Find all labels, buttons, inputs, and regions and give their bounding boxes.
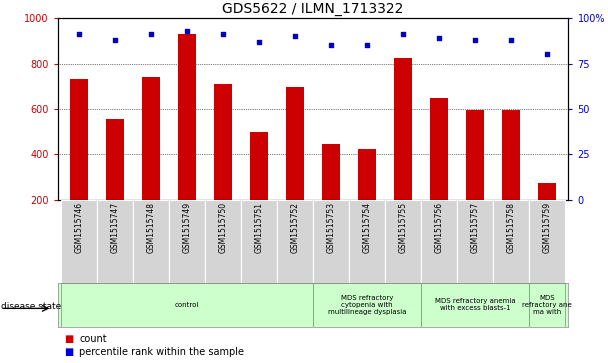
Bar [241, 200, 277, 283]
Bar [349, 200, 385, 283]
Text: disease state: disease state [1, 302, 61, 311]
Bar [493, 200, 529, 283]
Text: GSM1515746: GSM1515746 [75, 202, 84, 253]
Bar [529, 283, 565, 327]
Text: GSM1515754: GSM1515754 [362, 202, 371, 253]
Bar [394, 58, 412, 245]
Text: MDS refractory
cytopenia with
multilineage dysplasia: MDS refractory cytopenia with multilinea… [328, 295, 406, 315]
Text: MDS
refractory ane
ma with: MDS refractory ane ma with [522, 295, 572, 315]
Point [182, 28, 192, 34]
Text: MDS refractory anemia
with excess blasts-1: MDS refractory anemia with excess blasts… [435, 298, 516, 311]
Point [147, 32, 156, 37]
Text: GSM1515751: GSM1515751 [255, 202, 264, 253]
Text: ■: ■ [64, 347, 73, 357]
Bar [358, 148, 376, 245]
Bar [169, 200, 206, 283]
Title: GDS5622 / ILMN_1713322: GDS5622 / ILMN_1713322 [223, 2, 404, 16]
Bar [61, 283, 313, 327]
Bar [214, 84, 232, 245]
Bar [250, 132, 268, 245]
Bar [286, 87, 304, 245]
Bar [385, 200, 421, 283]
Text: ■: ■ [64, 334, 73, 344]
Point [470, 37, 480, 43]
Bar [106, 119, 124, 245]
Bar [538, 183, 556, 245]
Text: GSM1515749: GSM1515749 [183, 202, 192, 253]
Point [506, 37, 516, 43]
Bar [71, 79, 88, 245]
Point [542, 52, 552, 57]
Bar [61, 200, 97, 283]
Bar [502, 110, 520, 245]
Bar [142, 77, 161, 245]
Text: GSM1515752: GSM1515752 [291, 202, 300, 253]
Text: GSM1515748: GSM1515748 [147, 202, 156, 253]
Bar [313, 200, 349, 283]
Point [362, 42, 372, 48]
Text: GSM1515750: GSM1515750 [219, 202, 228, 253]
Text: GSM1515759: GSM1515759 [542, 202, 551, 253]
Text: GSM1515756: GSM1515756 [435, 202, 443, 253]
Text: GSM1515757: GSM1515757 [471, 202, 480, 253]
Text: percentile rank within the sample: percentile rank within the sample [79, 347, 244, 357]
Text: count: count [79, 334, 106, 344]
Text: control: control [175, 302, 199, 308]
Bar [421, 200, 457, 283]
Point [326, 42, 336, 48]
Text: GSM1515747: GSM1515747 [111, 202, 120, 253]
Bar [178, 34, 196, 245]
Bar [313, 283, 421, 327]
Point [398, 32, 408, 37]
Text: GSM1515753: GSM1515753 [326, 202, 336, 253]
Bar [133, 200, 169, 283]
Bar [466, 110, 484, 245]
Point [74, 32, 84, 37]
Bar [206, 200, 241, 283]
Bar [430, 98, 448, 245]
Bar [97, 200, 133, 283]
Bar [529, 200, 565, 283]
Text: GSM1515755: GSM1515755 [398, 202, 407, 253]
Bar [322, 144, 340, 245]
Point [218, 32, 228, 37]
Point [434, 35, 444, 41]
Bar [457, 200, 493, 283]
Point [290, 33, 300, 39]
Point [111, 37, 120, 43]
Bar [421, 283, 529, 327]
Bar [277, 200, 313, 283]
Text: GSM1515758: GSM1515758 [506, 202, 516, 253]
Point [254, 39, 264, 45]
